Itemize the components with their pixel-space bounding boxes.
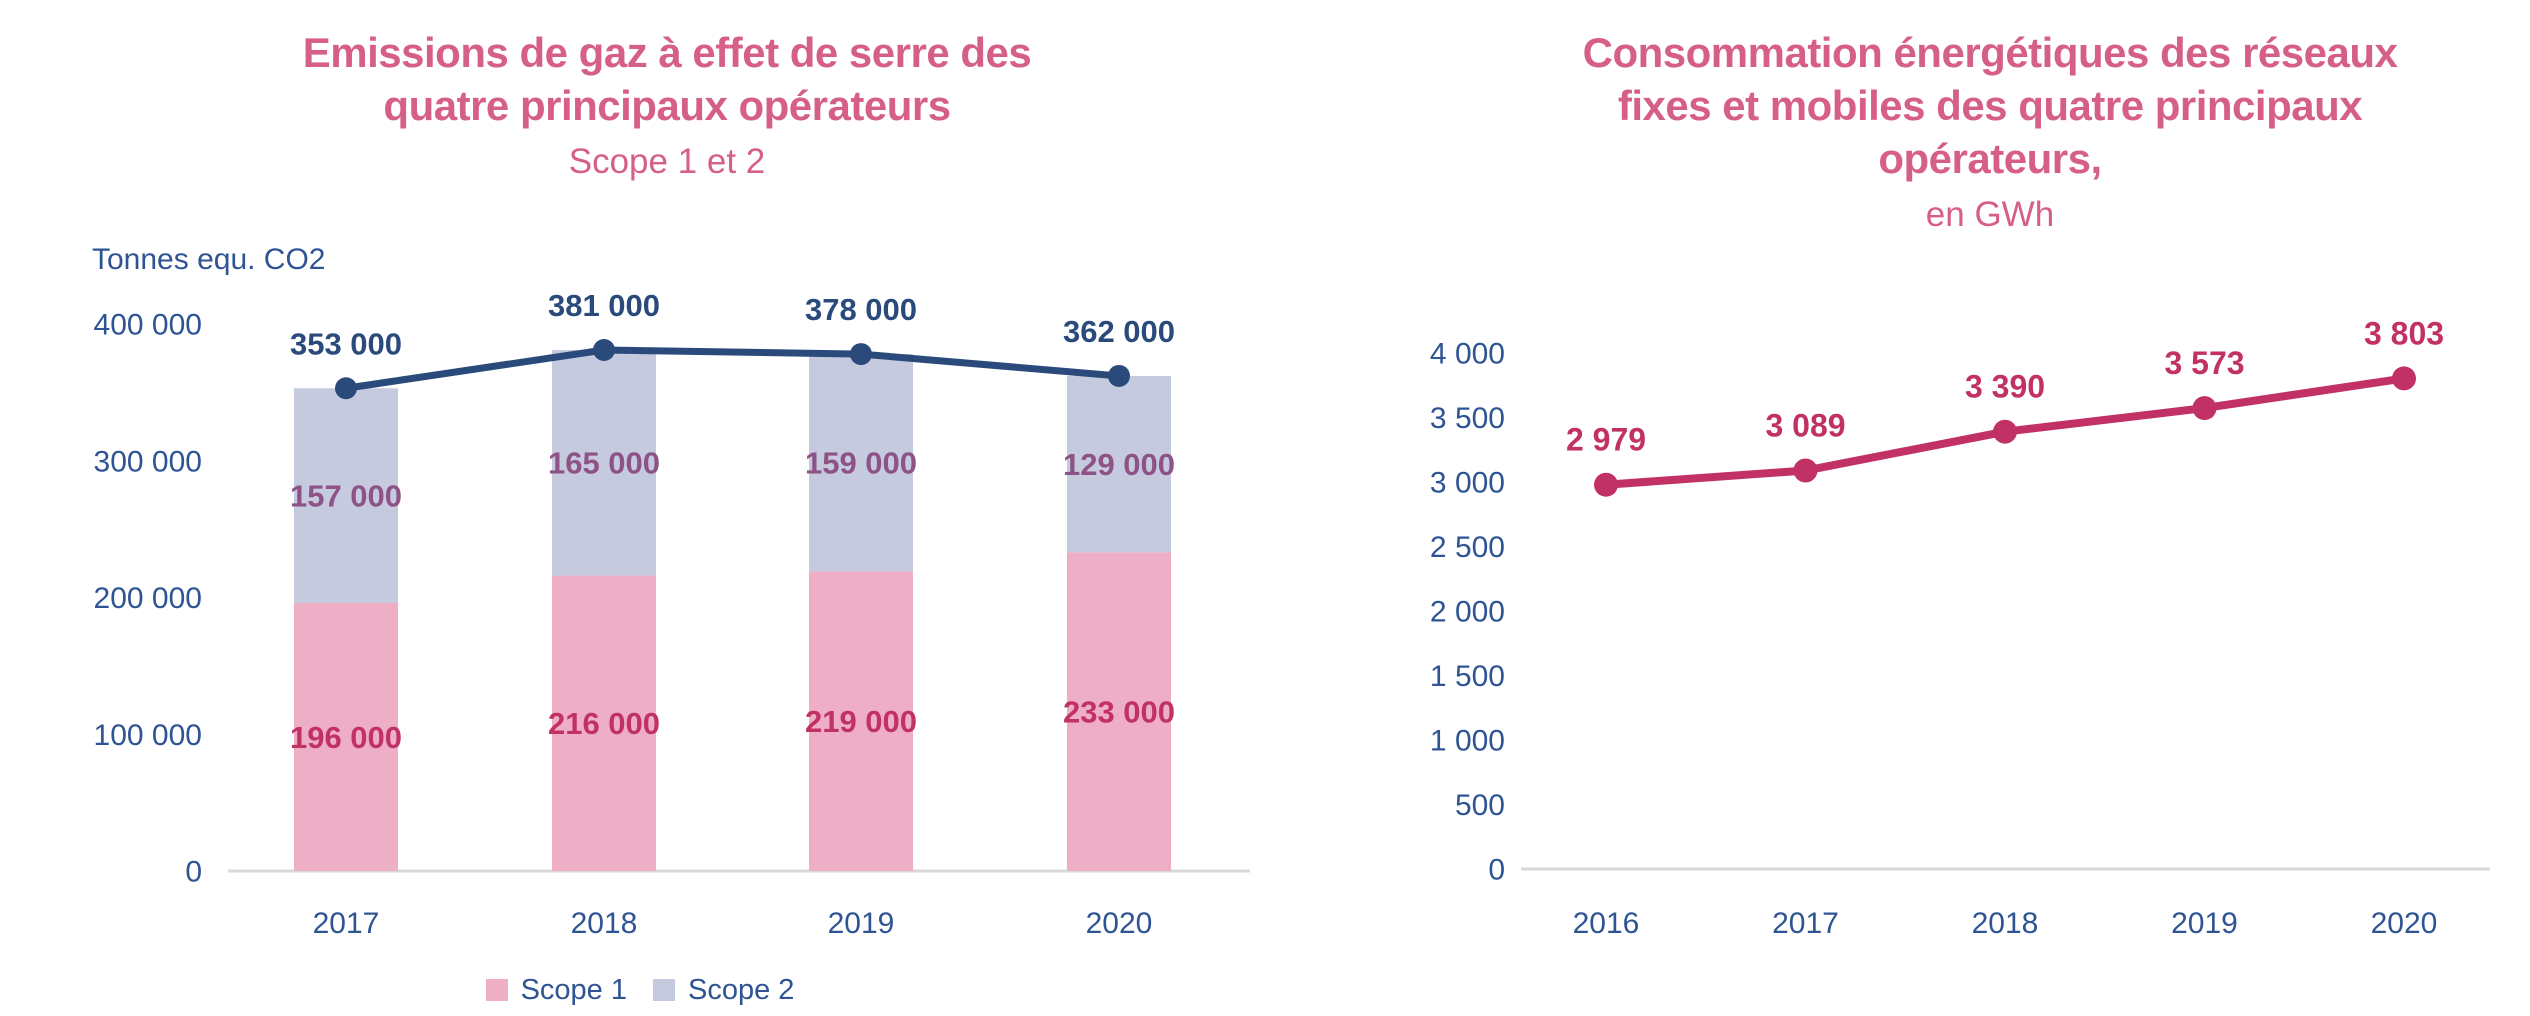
total-value-label: 353 000 — [290, 326, 402, 361]
emissions-chart-legend: Scope 1 Scope 2 — [280, 974, 1000, 1006]
total-value-label: 362 000 — [1063, 314, 1175, 349]
y-axis-tick-label: 4 000 — [1430, 338, 1505, 371]
scope1-value-label: 233 000 — [1063, 695, 1175, 730]
scope2-value-label: 157 000 — [290, 478, 402, 513]
y-axis-tick-label: 100 000 — [94, 719, 202, 752]
total-marker-2018 — [593, 338, 615, 361]
y-axis-tick-label: 1 000 — [1430, 725, 1505, 758]
bar-scope2-2018 — [552, 349, 656, 576]
scope1-value-label: 219 000 — [805, 704, 917, 739]
legend-label-scope2: Scope 2 — [688, 974, 795, 1006]
total-marker-2017 — [335, 377, 357, 400]
energy-chart-title-line-2: fixes et mobiles des quatre principaux — [1617, 82, 2363, 129]
x-axis-tick-label: 2017 — [1772, 907, 1839, 940]
legend-item-scope1: Scope 1 — [485, 974, 627, 1006]
scope2-swatch-icon — [653, 979, 675, 1001]
emissions-chart-panel: Emissions de gaz à effet de serre des qu… — [92, 26, 1250, 1006]
energy-value-label: 3 089 — [1765, 408, 1845, 444]
scope2-value-label: 165 000 — [548, 446, 660, 481]
y-axis-tick-label: 2 500 — [1430, 531, 1505, 564]
energy-marker-2020 — [2392, 366, 2416, 391]
y-axis-tick-label: 300 000 — [94, 445, 202, 478]
energy-value-label: 2 979 — [1566, 422, 1646, 458]
x-axis-tick-label: 2017 — [313, 907, 380, 940]
y-axis-tick-label: 0 — [1488, 854, 1505, 887]
emissions-chart-title-line-2: quatre principaux opérateurs — [383, 82, 951, 129]
emissions-chart-title-block: Emissions de gaz à effet de serre des qu… — [92, 26, 1242, 186]
energy-chart-title-line-3: opérateurs, — [1878, 135, 2102, 182]
scope1-value-label: 196 000 — [290, 720, 402, 755]
energy-marker-2018 — [1993, 419, 2017, 444]
x-axis-tick-label: 2020 — [2371, 907, 2438, 940]
bar-scope1-2020 — [1067, 552, 1171, 871]
bar-scope1-2017 — [294, 602, 398, 871]
total-value-label: 381 000 — [548, 288, 660, 323]
emissions-chart-title-line-1: Emissions de gaz à effet de serre des — [302, 29, 1032, 76]
y-axis-tick-label: 400 000 — [94, 309, 202, 342]
total-value-label: 378 000 — [805, 292, 917, 327]
total-marker-2020 — [1108, 364, 1130, 387]
scope2-value-label: 159 000 — [805, 446, 917, 481]
energy-consumption-chart-panel: Consommation énergétiques des réseaux fi… — [1265, 0, 2530, 1016]
energy-chart-subtitle: en GWh — [1925, 195, 2055, 234]
y-axis-tick-label: 2 000 — [1430, 596, 1505, 629]
bar-scope2-2020 — [1067, 375, 1171, 553]
energy-chart-title-block: Consommation énergétiques des réseaux fi… — [1450, 26, 2530, 239]
y-axis-tick-label: 0 — [185, 856, 202, 889]
legend-label-scope1: Scope 1 — [520, 974, 627, 1006]
y-axis-tick-label: 3 000 — [1430, 467, 1505, 500]
bar-scope2-2019 — [809, 354, 913, 572]
x-axis-tick-label: 2018 — [1972, 907, 2039, 940]
scope1-swatch-icon — [485, 979, 508, 1001]
energy-consumption-line-chart: 0 500 1 000 1 500 2 000 2 500 3 000 3 500 4 000 2… — [1430, 315, 2490, 940]
bar-scope1-2019 — [809, 571, 913, 871]
energy-chart-title-line-1: Consommation énergétiques des réseaux — [1582, 29, 2398, 76]
energy-marker-2017 — [1793, 458, 1818, 483]
energy-value-label: 3 390 — [1965, 369, 2045, 405]
y-axis-tick-label: 3 500 — [1430, 402, 1505, 435]
x-axis-tick-label: 2020 — [1086, 907, 1153, 940]
x-axis-tick-label: 2016 — [1573, 907, 1640, 940]
emissions-chart-subtitle: Scope 1 et 2 — [568, 142, 766, 181]
x-axis-tick-label: 2019 — [2171, 907, 2238, 940]
legend-item-scope2: Scope 2 — [653, 974, 794, 1006]
y-axis-tick-label: 1 500 — [1430, 660, 1505, 693]
bar-scope1-2018 — [552, 575, 656, 871]
y-axis-tick-label: 200 000 — [94, 582, 202, 615]
energy-marker-2019 — [2192, 396, 2217, 421]
bar-scope2-2017 — [294, 388, 398, 603]
total-marker-2019 — [850, 343, 872, 366]
y-axis-tick-label: 500 — [1455, 789, 1505, 822]
x-axis-tick-label: 2018 — [571, 907, 638, 940]
total-emissions-line — [342, 346, 1123, 392]
y-axis-unit-label: Tonnes equ. CO2 — [92, 243, 326, 276]
energy-value-label: 3 803 — [2364, 315, 2444, 351]
energy-marker-2016 — [1594, 472, 1618, 497]
x-axis-tick-label: 2019 — [828, 907, 895, 940]
energy-value-label: 3 573 — [2164, 345, 2244, 381]
scope1-value-label: 216 000 — [548, 706, 660, 741]
emissions-stacked-bar-chart: 0 100 000 200 000 300 000 400 000 196 000 157 … — [94, 288, 1250, 940]
scope2-value-label: 129 000 — [1063, 447, 1175, 482]
